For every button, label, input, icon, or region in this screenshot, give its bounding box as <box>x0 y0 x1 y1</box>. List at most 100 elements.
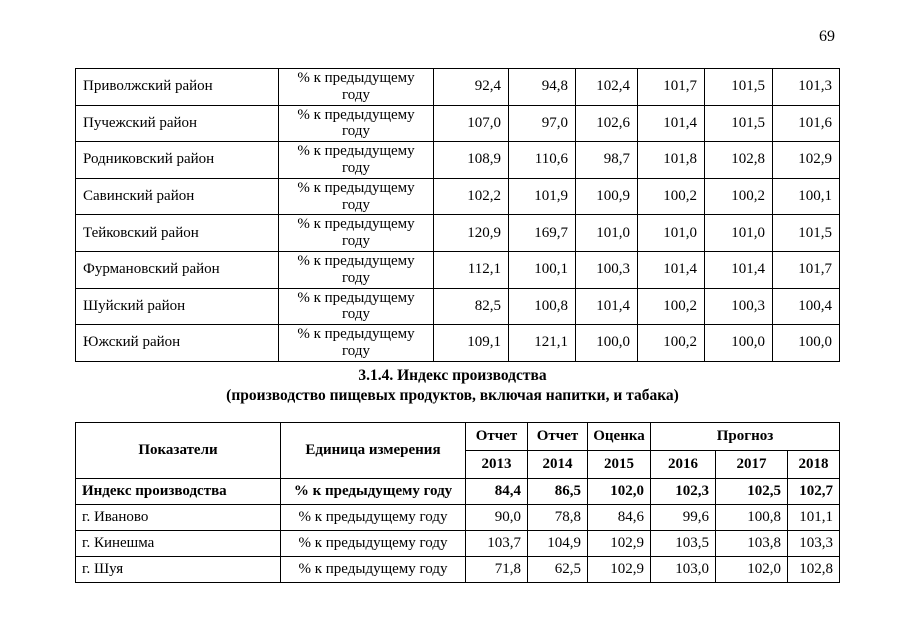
value-cell: 101,9 <box>508 177 576 216</box>
value-cell: 71,8 <box>465 556 528 583</box>
value-cell: 98,7 <box>575 141 638 179</box>
value-cell: 100,3 <box>704 287 773 326</box>
district-name-cell: Фурмановский район <box>75 250 279 289</box>
value-cell: 100,2 <box>637 287 705 326</box>
value-cell: 102,8 <box>787 556 840 583</box>
value-cell: 100,2 <box>637 177 705 216</box>
table-row: Южский район% к предыдущему году 109,1 121… <box>75 324 840 362</box>
value-cell: 102,9 <box>587 530 651 557</box>
district-name-cell: Шуйский район <box>75 287 279 326</box>
value-cell: 103,5 <box>650 530 716 557</box>
value-cell: 90,0 <box>465 504 528 531</box>
value-cell: 78,8 <box>527 504 588 531</box>
value-cell: 84,6 <box>587 504 651 531</box>
indicator-name-cell: г. Кинешма <box>75 530 281 557</box>
year-header: 2014 <box>527 450 588 479</box>
value-cell: 101,4 <box>637 250 705 289</box>
col-header-report-2013: Отчет <box>465 422 528 451</box>
indicator-name-cell: г. Иваново <box>75 504 281 531</box>
value-cell: 102,5 <box>715 478 788 505</box>
value-cell: 100,8 <box>715 504 788 531</box>
value-cell: 92,4 <box>433 68 509 106</box>
unit-cell: % к предыдущему году <box>280 504 466 531</box>
col-header-report-2014: Отчет <box>527 422 588 451</box>
value-cell: 100,8 <box>508 287 576 326</box>
value-cell: 102,2 <box>433 177 509 216</box>
value-cell: 100,9 <box>575 177 638 216</box>
value-cell: 94,8 <box>508 68 576 106</box>
value-cell: 102,8 <box>704 141 773 179</box>
value-cell: 100,1 <box>508 250 576 289</box>
value-cell: 112,1 <box>433 250 509 289</box>
value-cell: 104,9 <box>527 530 588 557</box>
value-cell: 103,7 <box>465 530 528 557</box>
value-cell: 101,1 <box>787 504 840 531</box>
section-heading-line2: (производство пищевых продуктов, включая… <box>226 387 679 404</box>
value-cell: 102,4 <box>575 68 638 106</box>
table-row: Шуйский район% к предыдущему году 82,5 100… <box>75 287 840 326</box>
table-row: г. Кинешма% к предыдущему году 103,7 104,9… <box>75 530 840 557</box>
value-cell: 101,4 <box>637 104 705 143</box>
value-cell: 99,6 <box>650 504 716 531</box>
header-row-years: 2013 2014 2015 2016 2017 2018 <box>76 450 840 479</box>
indicator-name-cell: г. Шуя <box>75 556 281 583</box>
section-heading: 3.1.4. Индекс производства (производство… <box>0 366 905 406</box>
value-cell: 102,0 <box>587 478 651 505</box>
table-row: Индекс производства% к предыдущему году 8… <box>75 478 840 505</box>
value-cell: 101,7 <box>637 68 705 106</box>
unit-cell: % к предыдущему году <box>278 141 434 179</box>
unit-cell: % к предыдущему году <box>280 478 466 505</box>
unit-cell: % к предыдущему году <box>278 287 434 326</box>
district-name-cell: Пучежский район <box>75 104 279 143</box>
value-cell: 121,1 <box>508 324 576 362</box>
value-cell: 100,0 <box>575 324 638 362</box>
value-cell: 101,0 <box>637 214 705 252</box>
table-row: Фурмановский район% к предыдущему году 11… <box>75 250 840 289</box>
district-name-cell: Тейковский район <box>75 214 279 252</box>
value-cell: 102,7 <box>787 478 840 505</box>
page-number: 69 <box>819 28 835 45</box>
value-cell: 84,4 <box>465 478 528 505</box>
value-cell: 109,1 <box>433 324 509 362</box>
col-header-unit: Единица измерения <box>280 422 466 479</box>
year-header: 2017 <box>715 450 788 479</box>
table-row: г. Шуя% к предыдущему году 71,8 62,5 102,9 1… <box>75 556 840 583</box>
value-cell: 101,0 <box>704 214 773 252</box>
value-cell: 103,3 <box>787 530 840 557</box>
col-header-forecast: Прогноз <box>650 422 840 451</box>
section-heading-line1: 3.1.4. Индекс производства <box>358 367 547 384</box>
value-cell: 101,6 <box>772 104 840 143</box>
col-header-estimate: Оценка <box>587 422 651 451</box>
value-cell: 102,0 <box>715 556 788 583</box>
value-cell: 108,9 <box>433 141 509 179</box>
table-row: г. Иваново% к предыдущему году 90,0 78,8 84… <box>75 504 840 531</box>
table-row: Приволжский район% к предыдущему году 92,… <box>75 68 840 106</box>
value-cell: 103,0 <box>650 556 716 583</box>
table-row: Савинский район% к предыдущему году 102,2… <box>75 177 840 216</box>
value-cell: 100,3 <box>575 250 638 289</box>
indicator-name-cell: Индекс производства <box>75 478 281 505</box>
value-cell: 101,5 <box>704 68 773 106</box>
value-cell: 101,3 <box>772 68 840 106</box>
value-cell: 103,8 <box>715 530 788 557</box>
year-header: 2013 <box>465 450 528 479</box>
value-cell: 62,5 <box>527 556 588 583</box>
value-cell: 101,4 <box>575 287 638 326</box>
value-cell: 97,0 <box>508 104 576 143</box>
year-header: 2016 <box>650 450 716 479</box>
year-header: 2015 <box>587 450 651 479</box>
value-cell: 101,7 <box>772 250 840 289</box>
value-cell: 100,0 <box>704 324 773 362</box>
value-cell: 120,9 <box>433 214 509 252</box>
value-cell: 101,8 <box>637 141 705 179</box>
year-header: 2018 <box>787 450 840 479</box>
col-header-indicators: Показатели <box>75 422 281 479</box>
district-name-cell: Савинский район <box>75 177 279 216</box>
value-cell: 82,5 <box>433 287 509 326</box>
unit-cell: % к предыдущему году <box>278 324 434 362</box>
value-cell: 100,4 <box>772 287 840 326</box>
value-cell: 100,1 <box>772 177 840 216</box>
district-name-cell: Приволжский район <box>75 68 279 106</box>
value-cell: 100,2 <box>637 324 705 362</box>
